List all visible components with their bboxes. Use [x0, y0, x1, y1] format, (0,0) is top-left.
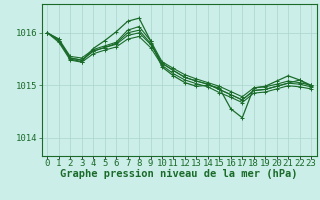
X-axis label: Graphe pression niveau de la mer (hPa): Graphe pression niveau de la mer (hPa): [60, 169, 298, 179]
